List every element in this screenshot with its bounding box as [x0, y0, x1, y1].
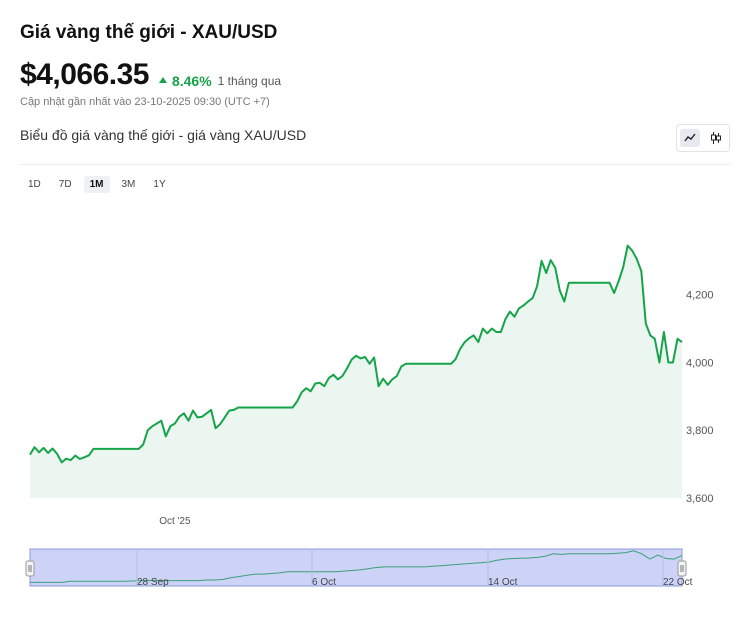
- handle-grip: [25, 560, 35, 577]
- current-price: $4,066.35: [20, 58, 149, 91]
- candlestick-button[interactable]: [706, 129, 726, 147]
- range-1d-button[interactable]: 1D: [28, 179, 41, 190]
- chart-type-toggle: [676, 124, 730, 152]
- page-title: Giá vàng thế giới - XAU/USD: [20, 22, 278, 43]
- handle-grip: [677, 560, 687, 577]
- y-tick-label: 4,200: [686, 290, 714, 302]
- x-tick-label: Oct '25: [159, 516, 191, 527]
- area-fill: [30, 245, 682, 498]
- range-1y-button[interactable]: 1Y: [153, 179, 166, 190]
- price-change: 8.46% 1 tháng qua: [158, 73, 282, 89]
- range-7d-button[interactable]: 7D: [58, 179, 72, 190]
- navigator-label: 14 Oct: [488, 577, 518, 588]
- range-1m-button[interactable]: 1M: [83, 176, 110, 193]
- divider: [20, 164, 730, 165]
- last-updated: Cập nhật gần nhất vào 23-10-2025 09:30 (…: [20, 96, 270, 108]
- y-tick-label: 3,800: [686, 425, 714, 437]
- range-3m-button[interactable]: 3M: [121, 179, 136, 190]
- navigator-right-handle[interactable]: [677, 560, 687, 577]
- main-plot: 3,600 3,800 4,000 4,200 Oct '25: [29, 244, 714, 527]
- y-tick-label: 4,000: [686, 357, 714, 369]
- navigator-left-handle[interactable]: [25, 560, 35, 577]
- navigator-label: 28 Sep: [137, 577, 169, 588]
- line-chart-button[interactable]: [680, 129, 700, 147]
- navigator: 28 Sep 6 Oct 14 Oct 22 Oct: [25, 548, 693, 588]
- price-line: [29, 244, 683, 464]
- navigator-line: [30, 550, 683, 583]
- chart-title: Biểu đồ giá vàng thế giới - giá vàng XAU…: [20, 127, 307, 143]
- y-tick-label: 3,600: [686, 493, 714, 505]
- up-arrow-icon: [158, 77, 167, 83]
- navigator-window: [29, 548, 683, 587]
- navigator-label: 6 Oct: [312, 577, 336, 588]
- range-selector: 1D 7D 1M 3M 1Y: [22, 176, 172, 193]
- line-chart-icon: [684, 133, 696, 142]
- change-period: 1 tháng qua: [217, 74, 282, 88]
- candlestick-icon: [711, 132, 721, 144]
- navigator-label: 22 Oct: [663, 577, 693, 588]
- price-row: $4,066.35 8.46% 1 tháng qua: [20, 58, 281, 92]
- change-percent: 8.46%: [171, 73, 212, 89]
